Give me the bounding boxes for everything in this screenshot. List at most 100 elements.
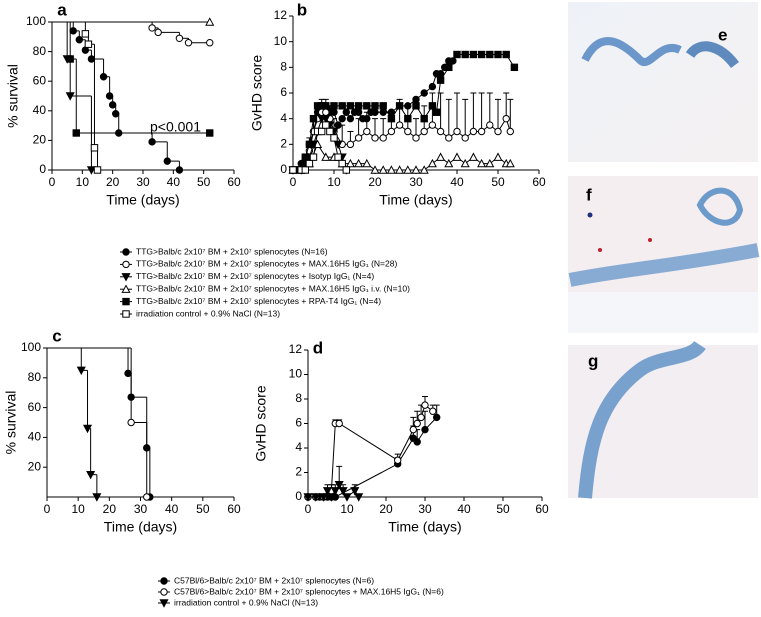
legend-label: TTG>Balb/c 2x10⁷ BM + 2x10⁷ splenocytes … bbox=[136, 283, 410, 293]
x-tick-label: 60 bbox=[535, 502, 549, 516]
marker bbox=[477, 127, 486, 136]
marker bbox=[309, 114, 318, 123]
y-tick-label: 2 bbox=[280, 137, 287, 151]
y-tick-label: 6 bbox=[280, 85, 287, 99]
marker bbox=[363, 102, 371, 110]
marker bbox=[326, 127, 334, 136]
y-axis-label: % survival bbox=[5, 64, 21, 128]
y-tick-label: 60 bbox=[33, 73, 47, 87]
image-panel: f bbox=[568, 176, 760, 333]
marker bbox=[330, 134, 338, 142]
legend-label: irradiation control + 0.9% NaCl (N=13) bbox=[136, 308, 280, 318]
marker bbox=[75, 36, 84, 44]
marker bbox=[394, 456, 402, 464]
y-tick-label: 4 bbox=[295, 440, 302, 454]
marker bbox=[403, 165, 413, 174]
marker bbox=[429, 407, 437, 415]
marker bbox=[362, 158, 372, 168]
marker bbox=[93, 166, 102, 174]
marker bbox=[321, 152, 331, 161]
marker bbox=[428, 102, 437, 110]
marker bbox=[72, 129, 80, 137]
error-bar bbox=[495, 98, 501, 132]
annotation: p<0.001 bbox=[150, 119, 201, 135]
legend-label: C57Bl/6>Balb/c 2x10⁷ BM + 2x10⁷ splenocy… bbox=[174, 586, 444, 596]
marker bbox=[379, 134, 387, 142]
marker bbox=[301, 166, 310, 174]
marker bbox=[370, 165, 380, 174]
x-tick-label: 10 bbox=[71, 502, 85, 516]
marker bbox=[81, 30, 90, 38]
marker bbox=[303, 493, 313, 502]
x-tick-label: 40 bbox=[450, 175, 464, 189]
marker bbox=[413, 419, 421, 428]
marker bbox=[378, 165, 388, 174]
marker bbox=[510, 63, 519, 72]
marker bbox=[502, 50, 510, 59]
marker bbox=[309, 153, 318, 161]
marker bbox=[486, 121, 494, 129]
marker bbox=[477, 50, 486, 59]
marker bbox=[305, 140, 314, 149]
panel-label: e bbox=[718, 25, 727, 44]
x-tick-label: 20 bbox=[103, 502, 117, 516]
marker bbox=[506, 127, 514, 136]
error-bar bbox=[486, 92, 493, 126]
y-tick-label: 2 bbox=[295, 465, 302, 479]
marker bbox=[305, 159, 314, 168]
y-axis-label: GvHD score bbox=[253, 385, 269, 461]
marker bbox=[445, 134, 453, 142]
marker bbox=[421, 425, 429, 434]
marker bbox=[342, 108, 350, 116]
x-tick-label: 30 bbox=[134, 502, 148, 516]
marker bbox=[412, 95, 420, 104]
error-bar bbox=[478, 92, 485, 132]
chart: 0 10 20 30 40 50 60 20 40 60 80 100 Time (days) % sur… bbox=[3, 326, 241, 534]
panel-label: c bbox=[52, 326, 61, 345]
marker bbox=[338, 487, 348, 496]
marker bbox=[428, 121, 437, 129]
marker bbox=[122, 310, 130, 318]
panel-label: a bbox=[57, 0, 67, 19]
marker bbox=[417, 413, 425, 422]
error-bar bbox=[470, 92, 477, 132]
marker bbox=[461, 134, 469, 142]
marker bbox=[411, 165, 421, 174]
marker bbox=[121, 273, 131, 282]
marker bbox=[84, 40, 93, 48]
marker bbox=[419, 165, 429, 174]
y-tick-label: 8 bbox=[295, 391, 302, 405]
x-tick-label: 0 bbox=[290, 175, 297, 189]
marker bbox=[76, 366, 86, 376]
x-tick-label: 0 bbox=[49, 175, 56, 189]
y-tick-label: 12 bbox=[274, 8, 288, 22]
marker bbox=[87, 55, 96, 63]
marker bbox=[318, 127, 326, 136]
x-tick-label: 20 bbox=[368, 175, 382, 189]
marker bbox=[420, 89, 428, 97]
x-tick-label: 30 bbox=[136, 175, 150, 189]
y-tick-label: 60 bbox=[28, 400, 42, 414]
chart: 0 10 20 30 40 50 60 0 2 4 6 8 10 12 Time (days) GvHD sc… bbox=[249, 0, 546, 207]
chart: 0 10 20 30 40 50 60 0 2 4 6 8 10 12 Time (days) GvHD sc… bbox=[253, 338, 549, 534]
marker bbox=[69, 27, 77, 35]
marker bbox=[342, 493, 352, 502]
marker bbox=[326, 493, 336, 502]
marker bbox=[486, 50, 494, 59]
error-bar bbox=[462, 98, 469, 138]
marker bbox=[412, 102, 420, 110]
marker bbox=[395, 165, 405, 174]
marker bbox=[330, 102, 338, 110]
marker bbox=[206, 129, 214, 137]
x-axis-label: Time (days) bbox=[106, 192, 179, 208]
marker bbox=[311, 493, 321, 502]
marker bbox=[301, 153, 310, 161]
x-tick-label: 40 bbox=[457, 502, 471, 516]
y-axis-label: % survival bbox=[3, 391, 19, 455]
marker bbox=[148, 24, 156, 32]
marker bbox=[421, 401, 429, 409]
marker bbox=[461, 50, 469, 59]
marker bbox=[371, 108, 379, 116]
error-bar bbox=[507, 98, 514, 132]
